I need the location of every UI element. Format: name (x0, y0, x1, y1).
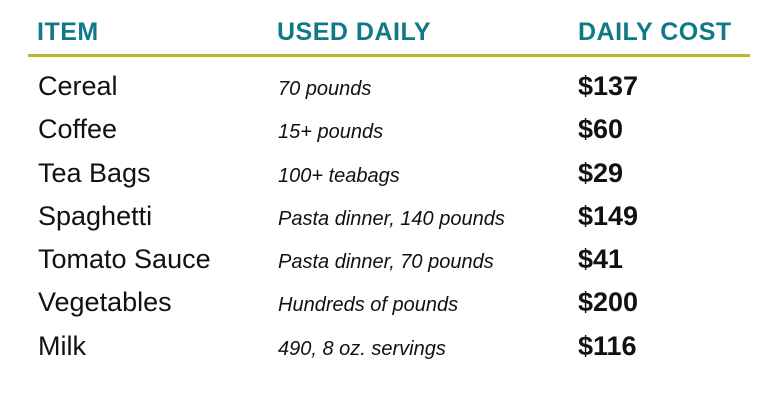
table-row: Milk 490, 8 oz. servings $116 (28, 325, 750, 368)
daily-cost-cell: $149 (578, 200, 639, 231)
used-daily-cell: Hundreds of pounds (278, 294, 459, 317)
used-daily-cell: 15+ pounds (278, 121, 384, 144)
table-header: ITEM USED DAILY DAILY COST (28, 0, 750, 57)
item-cell: Cereal (38, 71, 118, 101)
used-daily-cell: Pasta dinner, 140 pounds (278, 207, 505, 230)
daily-cost-cell: $60 (578, 114, 624, 145)
table-row: Vegetables Hundreds of pounds $200 (28, 281, 750, 324)
daily-cost-cell: $137 (578, 71, 639, 101)
used-daily-cell: 490, 8 oz. servings (278, 337, 446, 360)
table-body: Cereal 70 pounds $137 Coffee 15+ pounds … (28, 65, 750, 368)
item-cell: Milk (38, 330, 86, 361)
item-cell: Tea Bags (38, 157, 151, 188)
table-row: Cereal 70 pounds $137 (28, 65, 750, 108)
used-daily-cell: 100+ teabags (278, 164, 400, 187)
table-row: Tea Bags 100+ teabags $29 (28, 152, 750, 195)
table-row: Tomato Sauce Pasta dinner, 70 pounds $41 (28, 238, 750, 281)
used-daily-cell: 70 pounds (278, 78, 372, 100)
table-row: Coffee 15+ pounds $60 (28, 108, 750, 151)
header-daily-cost: DAILY COST (578, 18, 732, 46)
item-cell: Coffee (38, 114, 118, 145)
item-cell: Vegetables (38, 287, 172, 318)
item-cell: Tomato Sauce (38, 244, 211, 275)
header-divider (28, 54, 750, 57)
header-item: ITEM (37, 18, 99, 46)
daily-cost-cell: $200 (578, 287, 639, 318)
daily-cost-cell: $41 (578, 244, 624, 275)
daily-cost-cell: $29 (578, 157, 624, 188)
food-usage-table: ITEM USED DAILY DAILY COST Cereal 70 pou… (28, 0, 750, 361)
daily-cost-cell: $116 (578, 330, 637, 361)
header-used-daily: USED DAILY (277, 18, 432, 46)
item-cell: Spaghetti (38, 200, 153, 231)
table-row: Spaghetti Pasta dinner, 140 pounds $149 (28, 195, 750, 238)
used-daily-cell: Pasta dinner, 70 pounds (278, 251, 494, 274)
